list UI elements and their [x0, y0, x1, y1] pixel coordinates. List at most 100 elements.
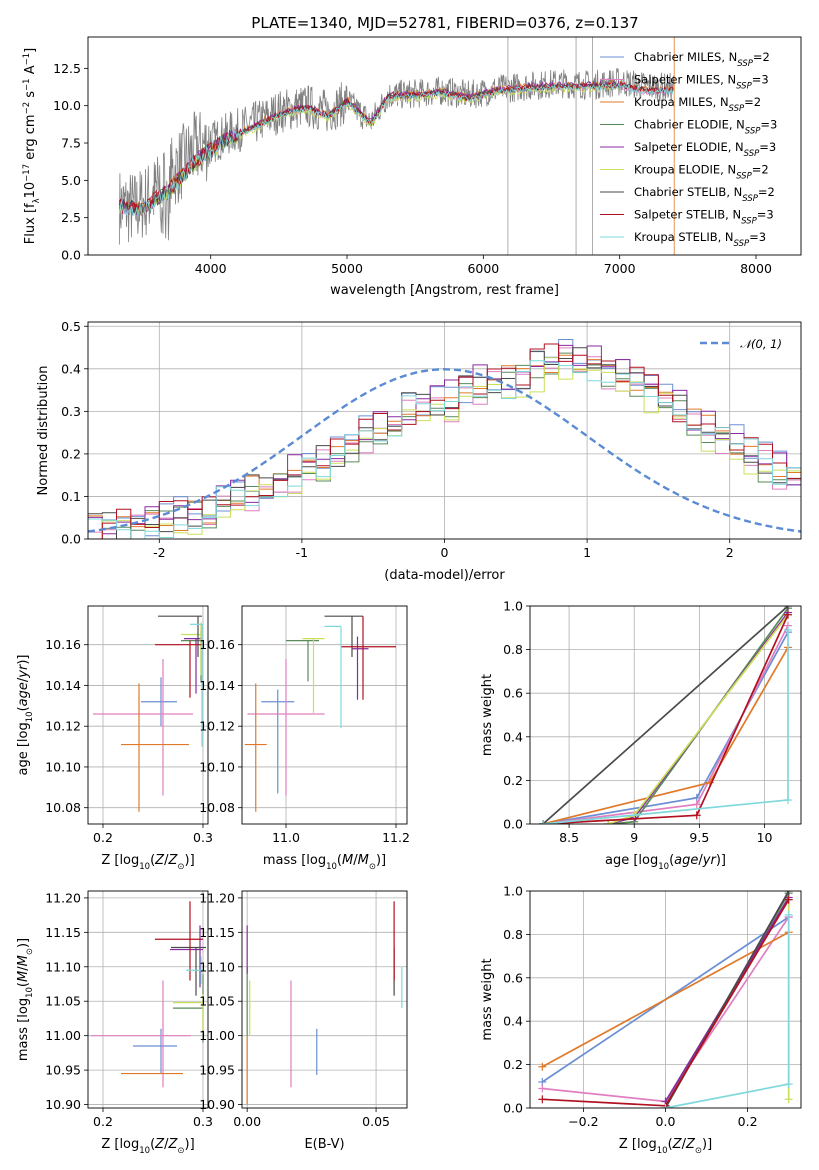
weight-line-kroupa-stelib — [661, 910, 793, 1108]
y-tick-label: 0.4 — [503, 1014, 523, 1029]
label-part: 10 — [25, 711, 35, 722]
label-part: SSP — [745, 127, 761, 137]
errorbar-salpeter-stelib — [155, 640, 203, 698]
weight-line-kroupa-stelib — [539, 625, 792, 824]
x-axis-label: age [log10(age/yr)] — [605, 853, 726, 872]
x-tick-label: 0.0 — [656, 1114, 676, 1129]
legend-label: Salpeter MILES, NSSP=3 — [634, 73, 769, 92]
y-tick-label: 10.14 — [45, 678, 81, 693]
x-tick-label: 11.2 — [382, 830, 410, 845]
label-part: Z [log — [101, 853, 139, 868]
axes-frame — [87, 605, 209, 825]
errorbar-salpeter-elodie — [170, 925, 203, 988]
label-part: ( — [16, 706, 31, 711]
label-part: =2 — [758, 185, 775, 199]
label-part: −1 — [22, 78, 32, 91]
x-tick-label: 0 — [441, 545, 449, 560]
label-part: SSP — [737, 59, 753, 69]
axes-frame — [87, 890, 209, 1109]
label-part: erg cm — [23, 114, 38, 163]
x-axis-label: Z [log10(Z/Z⊙)] — [101, 1137, 194, 1156]
y-tick-label: 0.0 — [503, 817, 523, 832]
x-axis-label: Z [log10(Z/Z⊙)] — [101, 853, 194, 872]
label-part: ( — [337, 853, 342, 868]
x-tick-label: 0.3 — [193, 1114, 213, 1129]
errorbar-kroupa-elodie — [173, 994, 204, 1031]
weight-line-salpeter-stelib — [539, 610, 792, 824]
label-part: ] — [23, 48, 38, 53]
y-tick-label: 0.2 — [503, 773, 523, 788]
label-part: =2 — [752, 163, 769, 177]
y-tick-label: 10.16 — [45, 637, 81, 652]
y-axis-label: mass weight — [480, 958, 495, 1040]
y-tick-label: 10.0 — [53, 98, 81, 113]
label-part: Z — [154, 853, 165, 868]
y-tick-label: 0.6 — [503, 970, 523, 985]
axes-frame — [241, 605, 408, 825]
label-part: age — [674, 853, 698, 868]
label-part: Flux [f — [23, 203, 38, 244]
label-part: =3 — [752, 73, 769, 87]
errorbar-kroupa-miles — [121, 683, 189, 812]
label-part: Z [log — [101, 1137, 139, 1152]
x-tick-label: −0.2 — [568, 1114, 598, 1129]
label-part: age — [16, 682, 31, 706]
y-tick-label: 11.15 — [45, 925, 81, 940]
label-part: age [log — [16, 722, 31, 775]
plot-area — [530, 891, 801, 1108]
label-part: mass [log — [263, 853, 326, 868]
axes-frame — [241, 890, 408, 1109]
label-part: )] — [716, 853, 726, 868]
label-part: Z [log — [619, 1137, 657, 1152]
y-tick-label: 11.00 — [199, 1028, 235, 1043]
label-part: )] — [185, 1137, 195, 1152]
label-part: / — [164, 1137, 169, 1152]
label-part: SSP — [734, 239, 750, 249]
label-part: −2 — [22, 102, 32, 115]
y-tick-label: 5.0 — [61, 173, 81, 188]
plot-area — [88, 322, 801, 539]
model-spectrum-salpeter-elodie — [119, 80, 620, 216]
histogram-salpeter-elodie — [88, 344, 801, 535]
label-part: =3 — [760, 118, 777, 132]
y-tick-label: 11.15 — [199, 925, 235, 940]
legend-label: Kroupa STELIB, NSSP=3 — [634, 230, 766, 249]
label-part: ⊙ — [177, 862, 184, 872]
legend-label: Salpeter ELODIE, NSSP=3 — [634, 140, 776, 159]
label-part: ⊙ — [695, 1146, 702, 1156]
label-part: SSP — [729, 104, 745, 114]
y-tick-label: 10.12 — [199, 719, 235, 734]
label-part: Kroupa MILES, N — [634, 95, 729, 109]
label-part: ⊙ — [25, 948, 35, 955]
label-part: −1 — [22, 53, 32, 66]
x-tick-label: 5000 — [331, 261, 363, 276]
y-tick-label: 11.05 — [199, 994, 235, 1009]
y-tick-label: 0.8 — [503, 927, 523, 942]
label-part: M — [342, 853, 353, 868]
y-tick-label: 12.5 — [53, 61, 81, 76]
label-part: =3 — [759, 140, 776, 154]
legend-label: Chabrier MILES, NSSP=2 — [634, 50, 770, 69]
y-tick-label: 0.4 — [503, 729, 523, 744]
label-part: λ — [32, 198, 42, 203]
x-axis-label: wavelength [Angstrom, rest frame] — [330, 283, 559, 298]
legend-label: Kroupa MILES, NSSP=2 — [634, 95, 761, 114]
y-tick-label: 11.10 — [45, 959, 81, 974]
label-part: A — [23, 65, 38, 78]
errorbar-salpeter-stelib — [341, 616, 396, 700]
x-axis-label: E(B-V) — [304, 1137, 344, 1152]
x-tick-label: 9.5 — [689, 830, 709, 845]
legend-label: Chabrier ELODIE, NSSP=3 — [634, 118, 777, 137]
label-part: 10 — [25, 987, 35, 998]
errorbar-salpeter-miles — [91, 980, 191, 1088]
figure-title: PLATE=1340, MJD=52781, FIBERID=0376, z=0… — [251, 14, 638, 32]
label-part: yr — [702, 853, 718, 868]
errorbar-salpeter-stelib — [155, 901, 203, 981]
model-spectrum-chabrier-elodie — [119, 81, 619, 216]
y-tick-label: 10.90 — [199, 1097, 235, 1112]
errorbar-chabrier-stelib — [158, 615, 202, 657]
x-axis-label: (data-model)/error — [384, 568, 505, 583]
label-part: Chabrier STELIB, N — [634, 185, 742, 199]
errorbar-kroupa-stelib — [190, 623, 203, 747]
